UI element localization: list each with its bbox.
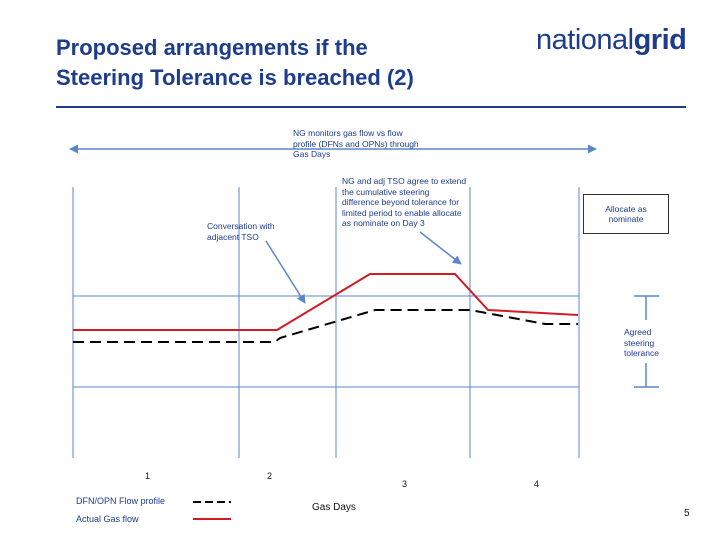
gas-days-axis-label: Gas Days [312,502,356,513]
actual-gas-flow-line [73,274,578,330]
agree-line-2: the cumulative steering [342,187,429,197]
agree-line-3: difference beyond tolerance for [342,197,459,207]
page-number: 5 [684,508,690,519]
day-label-2: 2 [267,471,272,481]
day-label-1: 1 [145,471,150,481]
allocate-line-2: nominate [609,214,644,224]
agreement-arrow [420,232,461,264]
allocate-as-nominate-box: Allocate as nominate [583,194,669,234]
tolerance-line-3: tolerance [624,348,659,358]
monitor-annotation: NG monitors gas flow vs flow profile (DF… [293,128,419,160]
day-label-3: 3 [402,479,407,489]
flow-profile-line [73,310,578,342]
legend-profile-label: DFN/OPN Flow profile [76,496,165,506]
monitor-line-3: Gas Days [293,149,330,159]
agree-line-5: as nominate on Day 3 [342,218,425,228]
conversation-line-2: adjacent TSO [207,232,259,242]
agree-line-1: NG and adj TSO agree to extend [342,176,466,186]
monitor-line-1: NG monitors gas flow vs flow [293,128,403,138]
conversation-arrow [266,241,305,303]
agree-line-4: limited period to enable allocate [342,208,462,218]
allocate-line-1: Allocate as [605,204,647,214]
tolerance-annotation: Agreed steering tolerance [624,327,659,359]
legend-actual-label: Actual Gas flow [76,514,139,524]
tolerance-line-2: steering [624,338,654,348]
tolerance-line-1: Agreed [624,327,651,337]
monitor-line-2: profile (DFNs and OPNs) through [293,139,419,149]
conversation-annotation: Conversation with adjacent TSO [207,221,275,242]
day-label-4: 4 [534,479,539,489]
conversation-line-1: Conversation with [207,221,275,231]
agreement-annotation: NG and adj TSO agree to extend the cumul… [342,176,466,229]
